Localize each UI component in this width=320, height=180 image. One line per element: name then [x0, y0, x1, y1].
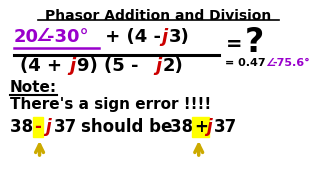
Text: +: + — [194, 118, 208, 136]
Text: Note:: Note: — [10, 80, 57, 95]
Text: -: - — [35, 118, 42, 136]
Text: j: j — [69, 57, 75, 75]
Text: j: j — [155, 57, 161, 75]
Text: 3): 3) — [169, 28, 190, 46]
Text: 37: 37 — [213, 118, 237, 136]
Text: ∠: ∠ — [265, 58, 275, 68]
Text: = 0.47: = 0.47 — [225, 58, 266, 68]
Text: 38: 38 — [10, 118, 39, 136]
Text: ∠: ∠ — [36, 27, 52, 45]
Text: ?: ? — [245, 26, 264, 59]
Text: 9) (5 -: 9) (5 - — [77, 57, 145, 75]
Text: -30°: -30° — [47, 28, 89, 46]
Text: (4 +: (4 + — [20, 57, 68, 75]
Text: 2): 2) — [163, 57, 184, 75]
Text: j: j — [206, 118, 212, 136]
Text: + (4 -: + (4 - — [99, 28, 167, 46]
Text: 37: 37 — [53, 118, 76, 136]
Text: 38: 38 — [170, 118, 199, 136]
Text: -75.6°: -75.6° — [273, 58, 311, 68]
Text: There's a sign error !!!!: There's a sign error !!!! — [10, 97, 211, 112]
Text: 20: 20 — [14, 28, 39, 46]
Text: Phasor Addition and Division: Phasor Addition and Division — [45, 9, 271, 23]
Text: j: j — [161, 28, 167, 46]
Text: j: j — [45, 118, 51, 136]
Text: should be: should be — [81, 118, 172, 136]
Text: =: = — [225, 35, 242, 54]
